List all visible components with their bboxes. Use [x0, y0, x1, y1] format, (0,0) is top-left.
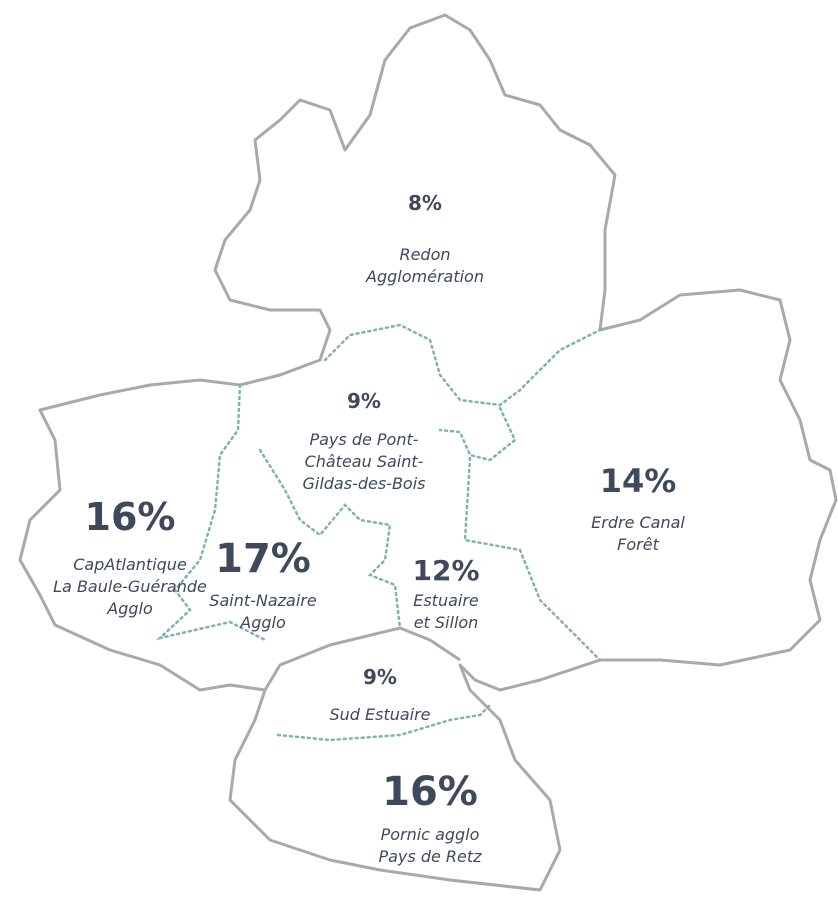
- region-name: Agglomération: [365, 267, 484, 286]
- region-share: 12%: [412, 554, 479, 587]
- region-name: La Baule-Guérande: [53, 577, 207, 596]
- region-name: Sud Estuaire: [329, 705, 430, 724]
- region-share: 17%: [215, 536, 311, 582]
- loire-border: [263, 626, 461, 691]
- inner-border: [276, 703, 492, 742]
- region-share: 14%: [600, 462, 677, 500]
- region-share: 9%: [363, 665, 397, 689]
- region-name: Pays de Retz: [378, 847, 482, 866]
- region-name: Redon: [399, 245, 450, 264]
- outer-border: [18, 13, 838, 892]
- region-name: Agglo: [239, 613, 286, 632]
- region-name: Gildas-des-Bois: [302, 474, 425, 493]
- region-name: Estuaire: [413, 591, 479, 610]
- inner-border: [155, 383, 267, 642]
- region-name: et Sillon: [414, 613, 479, 632]
- region-share: 8%: [408, 191, 442, 215]
- inner-border: [438, 406, 602, 662]
- inner-border: [323, 323, 602, 407]
- region-name: CapAtlantique: [73, 555, 187, 574]
- region-name: Forêt: [617, 535, 659, 554]
- region-share: 16%: [382, 769, 478, 815]
- region-name: Erdre Canal: [591, 513, 685, 532]
- region-name: Pays de Pont-: [309, 430, 418, 449]
- region-name: Château Saint-: [305, 452, 424, 471]
- region-share: 9%: [347, 389, 381, 413]
- region-name: Agglo: [106, 599, 153, 618]
- region-name: Pornic agglo: [381, 825, 480, 844]
- region-share: 16%: [85, 495, 176, 539]
- region-name: Saint-Nazaire: [209, 591, 317, 610]
